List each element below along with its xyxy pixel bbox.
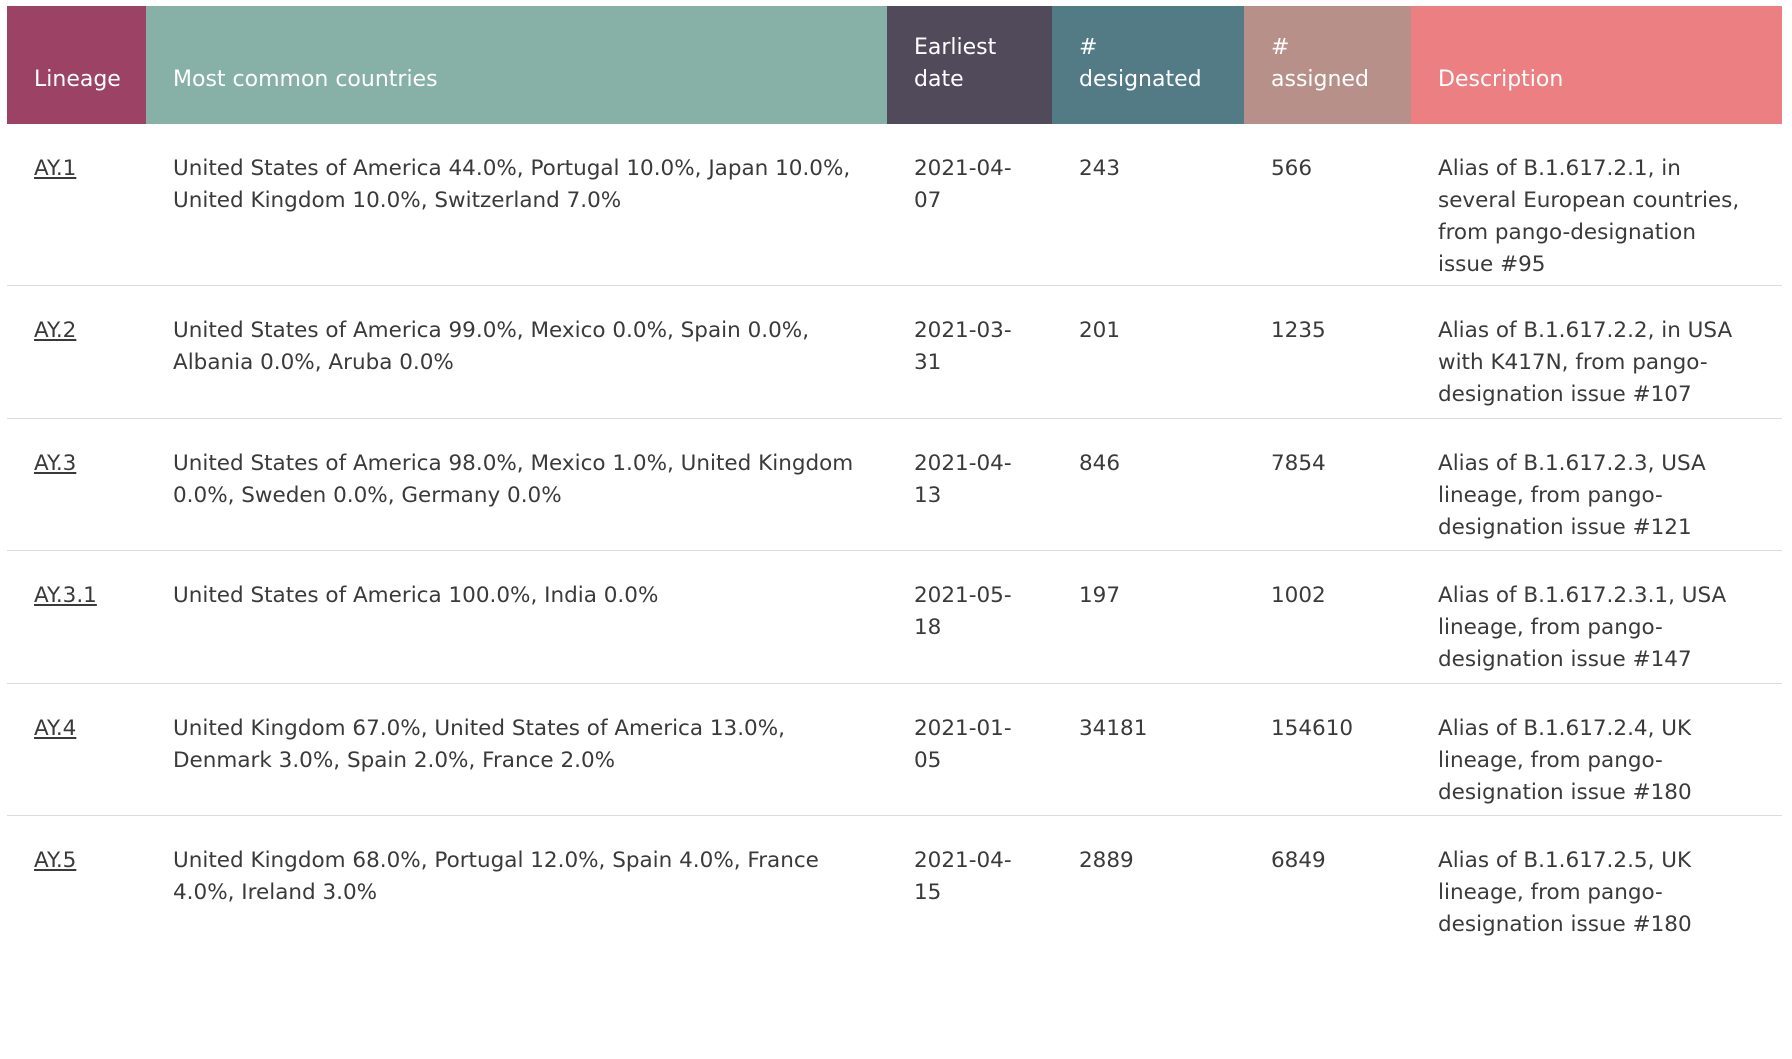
- description-text: Alias of B.1.617.2.4, UK lineage, from p…: [1438, 715, 1692, 805]
- designated-count-text: 2889: [1079, 847, 1134, 873]
- table-row: AY.3.1 United States of America 100.0%, I…: [7, 550, 1782, 684]
- assigned-count-cell: 566: [1244, 124, 1411, 286]
- lineage-cell: AY.1: [7, 124, 146, 286]
- description-text: Alias of B.1.617.2.1, in several Europea…: [1438, 156, 1740, 277]
- designated-count-text: 846: [1079, 450, 1121, 476]
- countries-text: United Kingdom 67.0%, United States of A…: [173, 715, 786, 773]
- countries-text: United States of America 100.0%, India 0…: [173, 582, 659, 608]
- earliest-date-text: 2021-01-05: [914, 715, 1012, 773]
- assigned-count-text: 7854: [1271, 450, 1326, 476]
- designated-count-cell: 34181: [1052, 683, 1244, 816]
- earliest-date-cell: 2021-04-15: [887, 815, 1052, 950]
- header-row: Lineage Most common countries Earliest d…: [7, 6, 1782, 124]
- description-text: Alias of B.1.617.2.2, in USA with K417N,…: [1438, 317, 1733, 407]
- assigned-count-cell: 1235: [1244, 285, 1411, 419]
- table-header: Lineage Most common countries Earliest d…: [7, 6, 1782, 124]
- description-cell: Alias of B.1.617.2.4, UK lineage, from p…: [1411, 683, 1782, 816]
- earliest-date-cell: 2021-04-13: [887, 418, 1052, 551]
- countries-cell: United Kingdom 68.0%, Portugal 12.0%, Sp…: [146, 815, 887, 950]
- earliest-date-cell: 2021-03-31: [887, 285, 1052, 419]
- lineage-table-container: Lineage Most common countries Earliest d…: [7, 6, 1782, 950]
- lineage-link[interactable]: AY.5: [34, 847, 77, 873]
- description-cell: Alias of B.1.617.2.3.1, USA lineage, fro…: [1411, 550, 1782, 684]
- description-text: Alias of B.1.617.2.3, USA lineage, from …: [1438, 450, 1706, 540]
- countries-text: United States of America 44.0%, Portugal…: [173, 156, 851, 213]
- lineage-cell: AY.4: [7, 683, 146, 816]
- earliest-date-text: 2021-05-18: [914, 582, 1012, 640]
- assigned-count-cell: 154610: [1244, 683, 1411, 816]
- countries-cell: United States of America 99.0%, Mexico 0…: [146, 285, 887, 419]
- earliest-date-text: 2021-04-07: [914, 156, 1012, 213]
- header-earliest-date[interactable]: Earliest date: [887, 6, 1052, 124]
- description-cell: Alias of B.1.617.2.2, in USA with K417N,…: [1411, 285, 1782, 419]
- table-row: AY.3 United States of America 98.0%, Mexi…: [7, 418, 1782, 551]
- assigned-count-cell: 1002: [1244, 550, 1411, 684]
- countries-cell: United States of America 44.0%, Portugal…: [146, 124, 887, 286]
- description-cell: Alias of B.1.617.2.3, USA lineage, from …: [1411, 418, 1782, 551]
- description-cell: Alias of B.1.617.2.1, in several Europea…: [1411, 124, 1782, 286]
- description-text: Alias of B.1.617.2.3.1, USA lineage, fro…: [1438, 582, 1727, 672]
- header-designated-count[interactable]: # designated: [1052, 6, 1244, 124]
- header-description[interactable]: Description: [1411, 6, 1782, 124]
- table-row: AY.2 United States of America 99.0%, Mexi…: [7, 285, 1782, 419]
- assigned-count-text: 1002: [1271, 582, 1326, 608]
- table-row: AY.5 United Kingdom 68.0%, Portugal 12.0%…: [7, 815, 1782, 950]
- designated-count-cell: 197: [1052, 550, 1244, 684]
- assigned-count-text: 1235: [1271, 317, 1326, 343]
- header-lineage[interactable]: Lineage: [7, 6, 146, 124]
- designated-count-text: 197: [1079, 582, 1121, 608]
- description-cell: Alias of B.1.617.2.5, UK lineage, from p…: [1411, 815, 1782, 950]
- lineage-cell: AY.5: [7, 815, 146, 950]
- earliest-date-cell: 2021-05-18: [887, 550, 1052, 684]
- designated-count-cell: 846: [1052, 418, 1244, 551]
- assigned-count-text: 566: [1271, 156, 1313, 181]
- header-most-common-countries[interactable]: Most common countries: [146, 6, 887, 124]
- earliest-date-cell: 2021-01-05: [887, 683, 1052, 816]
- countries-cell: United States of America 100.0%, India 0…: [146, 550, 887, 684]
- countries-text: United States of America 99.0%, Mexico 0…: [173, 317, 810, 375]
- countries-cell: United States of America 98.0%, Mexico 1…: [146, 418, 887, 551]
- designated-count-cell: 201: [1052, 285, 1244, 419]
- description-text: Alias of B.1.617.2.5, UK lineage, from p…: [1438, 847, 1692, 937]
- assigned-count-cell: 6849: [1244, 815, 1411, 950]
- table-row: AY.4 United Kingdom 67.0%, United States …: [7, 683, 1782, 816]
- earliest-date-text: 2021-04-13: [914, 450, 1012, 508]
- countries-cell: United Kingdom 67.0%, United States of A…: [146, 683, 887, 816]
- lineage-link[interactable]: AY.3: [34, 450, 77, 476]
- countries-text: United States of America 98.0%, Mexico 1…: [173, 450, 854, 508]
- lineage-cell: AY.3.1: [7, 550, 146, 684]
- assigned-count-cell: 7854: [1244, 418, 1411, 551]
- assigned-count-text: 6849: [1271, 847, 1326, 873]
- lineage-table: Lineage Most common countries Earliest d…: [7, 6, 1782, 950]
- designated-count-cell: 2889: [1052, 815, 1244, 950]
- lineage-cell: AY.2: [7, 285, 146, 419]
- countries-text: United Kingdom 68.0%, Portugal 12.0%, Sp…: [173, 847, 819, 905]
- designated-count-text: 201: [1079, 317, 1121, 343]
- lineage-link[interactable]: AY.4: [34, 715, 77, 741]
- lineage-link[interactable]: AY.2: [34, 317, 77, 343]
- assigned-count-text: 154610: [1271, 715, 1354, 741]
- earliest-date-cell: 2021-04-07: [887, 124, 1052, 286]
- table-row: AY.1 United States of America 44.0%, Port…: [7, 124, 1782, 286]
- header-assigned-count[interactable]: # assigned: [1244, 6, 1411, 124]
- lineage-cell: AY.3: [7, 418, 146, 551]
- lineage-link[interactable]: AY.3.1: [34, 582, 97, 608]
- earliest-date-text: 2021-03-31: [914, 317, 1012, 375]
- designated-count-text: 34181: [1079, 715, 1148, 741]
- designated-count-cell: 243: [1052, 124, 1244, 286]
- table-body: AY.1 United States of America 44.0%, Port…: [7, 124, 1782, 950]
- designated-count-text: 243: [1079, 156, 1121, 181]
- earliest-date-text: 2021-04-15: [914, 847, 1012, 905]
- lineage-link[interactable]: AY.1: [34, 156, 77, 181]
